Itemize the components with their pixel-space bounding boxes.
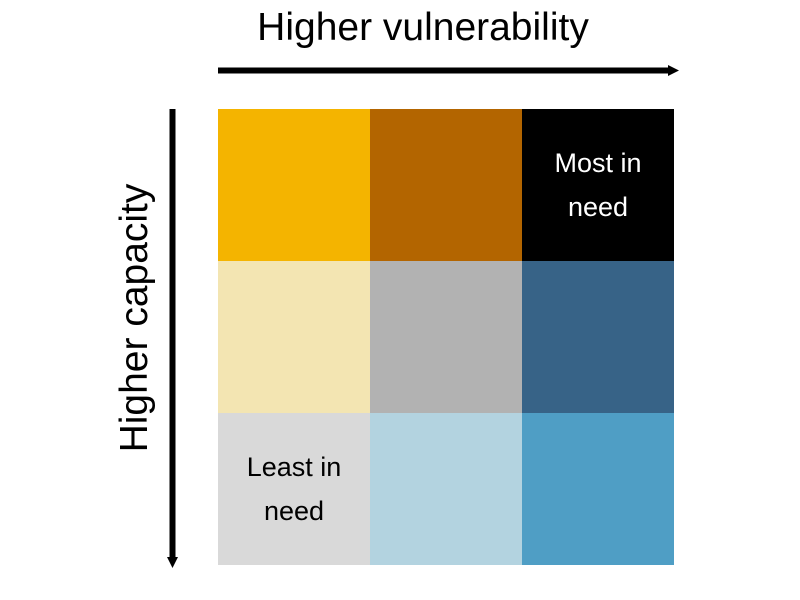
cell-r2-c2 xyxy=(370,261,522,413)
most-in-need-label: Most in need xyxy=(554,148,642,222)
cell-most-in-need: Most in need xyxy=(522,109,674,261)
y-axis-arrowhead xyxy=(167,557,178,568)
y-axis-title: Higher capacity xyxy=(113,183,156,453)
x-axis-title: Higher vulnerability xyxy=(257,6,589,49)
cell-r2-c1 xyxy=(218,261,370,413)
cell-least-in-need: Least in need xyxy=(218,413,370,565)
x-axis-arrow xyxy=(218,65,679,76)
legend-grid: Most in need Least in need xyxy=(218,109,674,565)
cell-r3-c3 xyxy=(522,413,674,565)
cell-r3-c2 xyxy=(370,413,522,565)
least-in-need-label: Least in need xyxy=(246,452,342,526)
x-axis-arrowhead xyxy=(668,65,679,76)
cell-r1-c1 xyxy=(218,109,370,261)
cell-r1-c2 xyxy=(370,109,522,261)
y-axis-arrow xyxy=(167,109,178,568)
cell-r2-c3 xyxy=(522,261,674,413)
